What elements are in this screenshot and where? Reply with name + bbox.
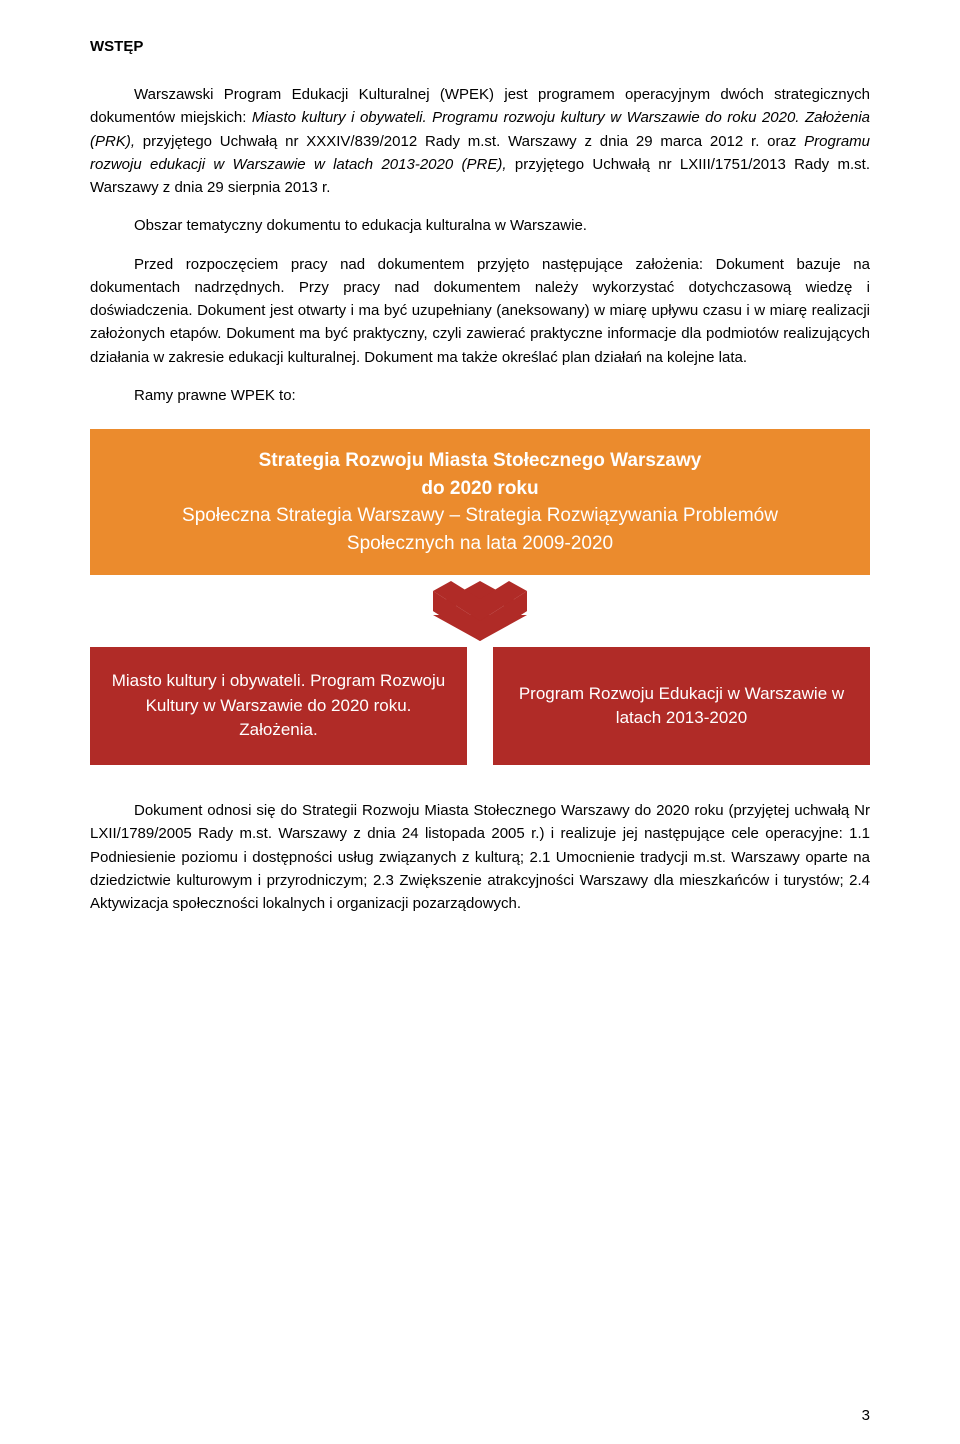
strategy-diagram: Strategia Rozwoju Miasta Stołecznego War… <box>90 429 870 765</box>
orange-line2: do 2020 roku <box>421 478 538 499</box>
paragraph-2: Obszar tematyczny dokumentu to edukacja … <box>90 214 870 237</box>
paragraph-3: Przed rozpoczęciem pracy nad dokumentem … <box>90 253 870 369</box>
orange-strategy-box: Strategia Rozwoju Miasta Stołecznego War… <box>90 429 870 575</box>
paragraph-1: Warszawski Program Edukacji Kulturalnej … <box>90 83 870 199</box>
arrow-down-icon <box>90 581 870 641</box>
orange-line1: Strategia Rozwoju Miasta Stołecznego War… <box>259 450 702 471</box>
paragraph-5: Dokument odnosi się do Strategii Rozwoju… <box>90 799 870 915</box>
red-boxes-row: Miasto kultury i obywateli. Program Rozw… <box>90 647 870 765</box>
page-number: 3 <box>862 1407 870 1424</box>
paragraph-4: Ramy prawne WPEK to: <box>90 384 870 407</box>
orange-line3: Społeczna Strategia Warszawy – Strategia… <box>182 505 778 554</box>
red-box-left: Miasto kultury i obywateli. Program Rozw… <box>90 647 467 765</box>
red-box-right: Program Rozwoju Edukacji w Warszawie w l… <box>493 647 870 765</box>
document-page: WSTĘP Warszawski Program Edukacji Kultur… <box>0 0 960 1444</box>
red-right-text: Program Rozwoju Edukacji w Warszawie w l… <box>513 682 850 731</box>
red-left-text: Miasto kultury i obywateli. Program Rozw… <box>110 669 447 743</box>
p1-text-b: przyjętego Uchwałą nr XXXIV/839/2012 Rad… <box>143 133 804 150</box>
heading-wstep: WSTĘP <box>90 38 870 55</box>
